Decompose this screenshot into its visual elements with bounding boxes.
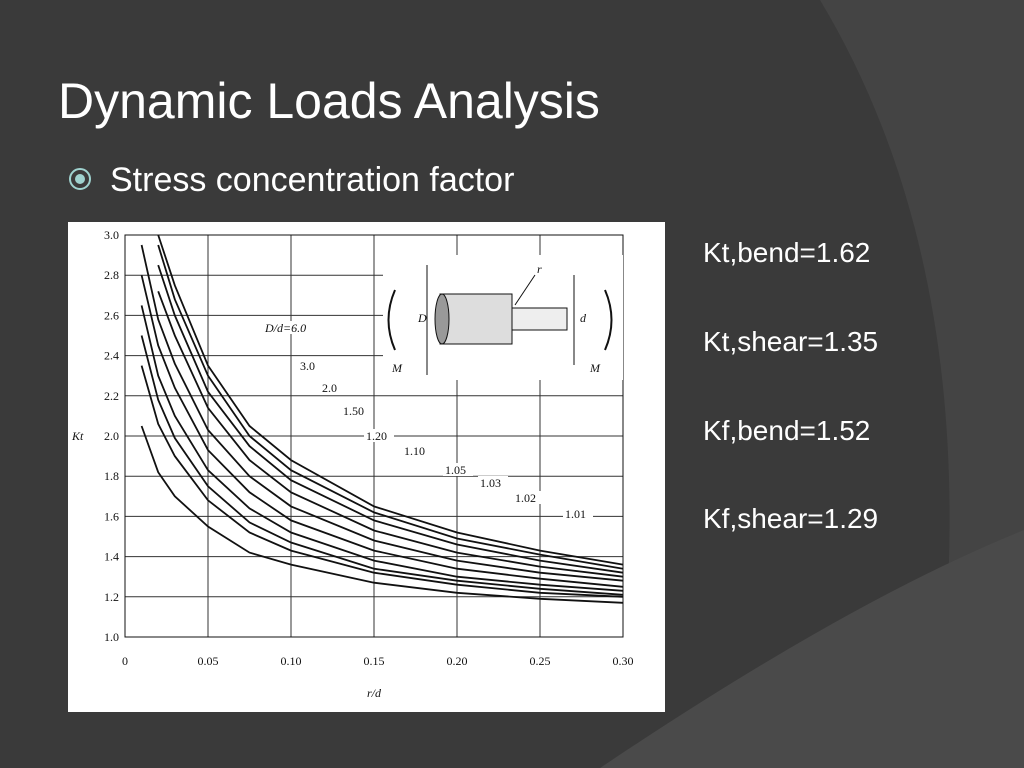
curve-label: 1.20 xyxy=(366,429,387,443)
plot: 1.0 1.2 1.4 1.6 1.8 2.0 2.2 2.4 2.6 2.8 3.0 0 0.05 0.… xyxy=(71,228,634,700)
y-tick-label: 2.2 xyxy=(104,389,119,403)
curve xyxy=(140,274,624,588)
y-tick-label: 1.8 xyxy=(104,469,119,483)
result: Kf,shear=1.29 xyxy=(703,503,878,534)
shaft-end xyxy=(434,293,450,345)
curve xyxy=(157,264,624,574)
x-tick-label: 0 xyxy=(122,654,128,668)
plot-frame xyxy=(124,234,624,638)
curve xyxy=(140,244,624,582)
curve-label-bg xyxy=(478,476,508,489)
y-tick-label: 3.0 xyxy=(104,228,119,242)
x-axis-label: r/d xyxy=(367,686,382,700)
inset-label: r xyxy=(537,262,542,276)
curve xyxy=(140,425,624,604)
curve-label: 1.05 xyxy=(445,463,466,477)
x-tick-label: 0.20 xyxy=(447,654,468,668)
moment-arrow xyxy=(387,289,396,351)
y-tick-label: 1.6 xyxy=(104,509,119,523)
y-tick-label: 2.0 xyxy=(104,429,119,443)
x-tick-label: 0.05 xyxy=(198,654,219,668)
curve-label: 1.02 xyxy=(515,491,536,505)
curve-label-bg xyxy=(443,463,473,476)
curve-label: 3.0 xyxy=(300,359,315,373)
x-tick-label: 0.25 xyxy=(530,654,551,668)
inset-label: M xyxy=(589,361,601,375)
curve xyxy=(140,335,624,596)
inset-label: D xyxy=(417,311,427,325)
curve-label: D/d=6.0 xyxy=(264,321,306,335)
result: Kt,shear=1.35 xyxy=(703,326,878,357)
bullet-text: Stress concentration factor xyxy=(110,161,514,199)
bullet-icon xyxy=(75,174,85,184)
curve xyxy=(157,290,624,578)
y-tick-label: 1.2 xyxy=(104,590,119,604)
curve-label-bg xyxy=(402,444,432,457)
curve-label: 1.01 xyxy=(565,507,586,521)
curve-label: 1.50 xyxy=(343,404,364,418)
curve-label-bg xyxy=(263,321,313,334)
curve-label-bg xyxy=(341,404,371,417)
y-tick-label: 1.4 xyxy=(104,550,119,564)
background-shape xyxy=(600,530,1024,768)
curve-label: 1.03 xyxy=(480,476,501,490)
curve-label-bg xyxy=(320,381,344,394)
result: Kf,bend=1.52 xyxy=(703,415,870,446)
y-tick-label: 1.0 xyxy=(104,630,119,644)
leader-line xyxy=(514,274,536,306)
result: Kt,bend=1.62 xyxy=(703,237,870,268)
curve xyxy=(157,234,624,566)
slide-title: Dynamic Loads Analysis xyxy=(58,73,600,129)
bullet-icon xyxy=(69,168,91,190)
y-axis-label: Kt xyxy=(71,429,84,443)
curve-label-bg xyxy=(298,359,322,372)
inset-label: M xyxy=(391,361,403,375)
curve xyxy=(140,305,624,592)
curve xyxy=(157,244,624,570)
curve-label-bg xyxy=(364,429,394,442)
shaft-large xyxy=(439,293,513,345)
curve-label: 1.10 xyxy=(404,444,425,458)
curve-label: 2.0 xyxy=(322,381,337,395)
moment-arrow xyxy=(604,289,613,351)
y-tick-label: 2.6 xyxy=(104,308,119,322)
x-tick-label: 0.30 xyxy=(613,654,634,668)
y-tick-label: 2.8 xyxy=(104,268,119,282)
inset-label: d xyxy=(580,311,587,325)
y-tick-label: 2.4 xyxy=(104,349,119,363)
inset-diagram: D d r M M xyxy=(383,255,623,380)
curve xyxy=(140,365,624,598)
x-tick-label: 0.10 xyxy=(281,654,302,668)
curve-label-bg xyxy=(513,491,543,504)
shaft-small xyxy=(511,307,568,331)
curve-label-bg xyxy=(563,507,593,520)
x-tick-label: 0.15 xyxy=(364,654,385,668)
